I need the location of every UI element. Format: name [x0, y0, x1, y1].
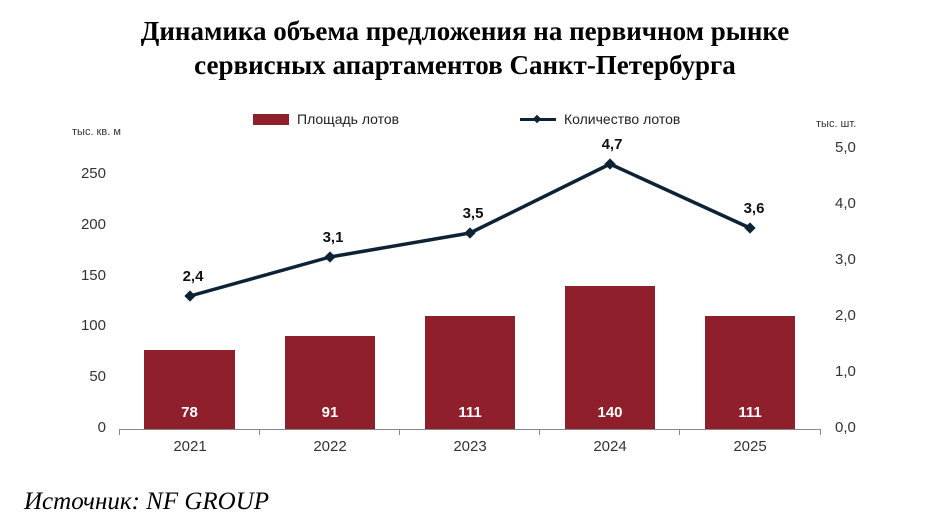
left-tick: 250 — [80, 165, 106, 182]
x-axis-tick — [679, 429, 680, 435]
line-point-label: 3,5 — [462, 205, 484, 222]
bar-2022: 91 — [285, 336, 375, 429]
bar-value-label: 140 — [597, 404, 623, 421]
bar-2024: 140 — [565, 286, 655, 429]
x-tick-label: 2023 — [453, 438, 487, 455]
right-tick: 1,0 — [835, 363, 856, 380]
x-axis-tick — [399, 429, 400, 435]
bar-value-label: 111 — [458, 404, 482, 421]
legend-item-line: Количество лотов — [520, 111, 680, 127]
right-tick: 3,0 — [835, 251, 856, 268]
source-note: Источник: NF GROUP — [24, 488, 270, 515]
bar-2023: 111 — [425, 316, 515, 429]
left-tick: 100 — [80, 317, 106, 334]
x-axis-line — [119, 429, 821, 430]
left-tick: 200 — [80, 216, 106, 233]
legend-line-label: Количество лотов — [564, 111, 681, 127]
x-tick-label: 2024 — [593, 438, 627, 455]
bar-swatch-icon — [253, 113, 289, 125]
legend-item-bars: Площадь лотов — [253, 111, 399, 127]
left-tick: 50 — [89, 368, 106, 385]
right-tick: 5,0 — [835, 139, 856, 156]
x-tick-label: 2022 — [313, 438, 347, 455]
chart-title-line2: сервисных апартаментов Санкт-Петербурга — [194, 50, 736, 80]
right-tick: 2,0 — [835, 307, 856, 324]
x-axis-tick — [259, 429, 260, 435]
bar-2021: 78 — [144, 350, 235, 429]
chart-title: Динамика объема предложения на первичном… — [0, 14, 930, 82]
line-point-label: 2,4 — [182, 268, 204, 285]
bar-value-label: 91 — [321, 404, 339, 421]
x-axis-tick — [539, 429, 540, 435]
bar-value-label: 78 — [181, 404, 198, 421]
legend-bars-label: Площадь лотов — [297, 111, 400, 127]
x-tick-label: 2021 — [173, 438, 207, 455]
line-point-label: 4,7 — [601, 136, 623, 153]
right-axis-unit: тыс. шт. — [816, 118, 857, 130]
right-tick: 0,0 — [835, 419, 856, 436]
line-point-label: 3,6 — [743, 200, 765, 217]
x-tick-label: 2025 — [733, 438, 767, 455]
line-marker-icon — [520, 114, 556, 125]
x-axis-tick — [820, 429, 821, 435]
left-axis-unit: тыс. кв. м — [72, 126, 121, 138]
line-point-label: 3,1 — [322, 229, 344, 246]
left-tick: 0 — [97, 419, 106, 436]
chart-title-line1: Динамика объема предложения на первичном… — [140, 16, 790, 46]
x-axis-tick — [119, 429, 120, 435]
left-tick: 150 — [80, 267, 106, 284]
bar-value-label: 111 — [738, 404, 762, 421]
right-tick: 4,0 — [835, 195, 856, 212]
bar-2025: 111 — [705, 316, 795, 429]
